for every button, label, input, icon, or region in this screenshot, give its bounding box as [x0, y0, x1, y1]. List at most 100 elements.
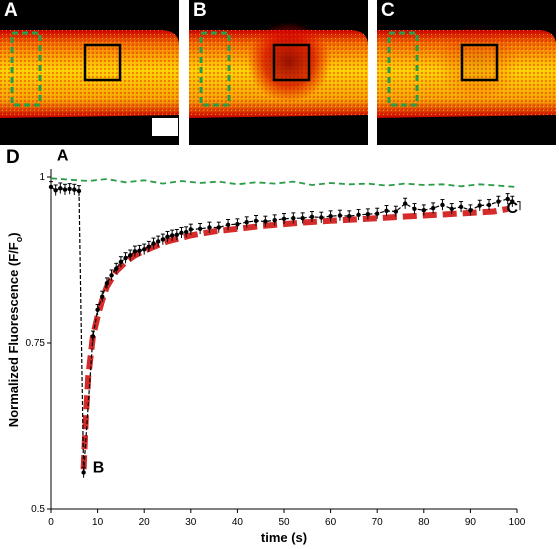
data-point [384, 208, 389, 214]
x-tick-label: 60 [325, 517, 337, 528]
data-point [510, 199, 515, 204]
x-tick-label: 100 [509, 517, 526, 528]
data-point [62, 187, 68, 192]
data-point [421, 208, 426, 213]
data-point [468, 208, 473, 213]
data-point [440, 202, 445, 208]
data-point [365, 211, 371, 217]
panel-a-image [0, 30, 179, 118]
data-point [169, 233, 175, 238]
x-tick-label: 70 [372, 517, 384, 528]
bleach-roi [272, 43, 311, 82]
data-point [146, 244, 152, 249]
data-point [104, 281, 110, 286]
data-point [291, 215, 296, 221]
data-point [328, 213, 333, 219]
data-point [309, 214, 315, 220]
panel-b: B [189, 0, 368, 145]
data-point [477, 203, 482, 208]
data-point [430, 206, 436, 211]
data-point [128, 253, 133, 258]
data-point [225, 222, 231, 228]
data-point [393, 209, 399, 214]
x-tick-label: 50 [278, 517, 290, 528]
y-tick-label: 0.5 [31, 504, 45, 515]
data-point [81, 470, 86, 475]
data-point [263, 219, 268, 224]
data-point [123, 255, 128, 261]
y-tick-label: 0.75 [26, 338, 46, 349]
series-data-line [50, 186, 513, 473]
bleached-region [435, 22, 519, 102]
data-point [337, 213, 343, 218]
scale-bar [152, 118, 178, 136]
panel-b-label: B [193, 0, 207, 21]
data-point [137, 248, 142, 253]
cell-texture [0, 30, 179, 118]
data-point [165, 234, 170, 239]
data-point [319, 215, 324, 220]
data-point [183, 229, 189, 235]
data-point [197, 226, 203, 231]
data-point [449, 206, 454, 212]
x-axis-label: time (s) [261, 530, 307, 545]
series-fit-line [80, 205, 509, 470]
panel-d-label: D [6, 147, 20, 168]
data-point [458, 204, 464, 210]
data-point [412, 206, 417, 212]
panel-b-image [189, 22, 368, 118]
data-point [244, 219, 249, 225]
data-point [155, 239, 161, 244]
data-point [356, 212, 361, 218]
x-tick-label: 80 [418, 517, 430, 528]
panel-c-label: C [381, 0, 395, 21]
data-point [90, 334, 96, 339]
data-point [95, 307, 100, 312]
data-point [216, 225, 221, 230]
data-point [272, 217, 277, 223]
x-tick-label: 20 [139, 517, 151, 528]
bleach-roi [460, 43, 499, 82]
data-point [496, 199, 501, 204]
x-tick-label: 90 [465, 517, 477, 528]
data-point [58, 186, 63, 191]
panel-c: C [377, 0, 556, 145]
data-point [505, 196, 510, 202]
data-point [53, 188, 58, 193]
x-tick-label: 0 [48, 517, 54, 528]
data-point [179, 230, 184, 235]
data-point [253, 218, 259, 224]
panel-a: A [0, 0, 179, 145]
y-tick-label: 1 [39, 172, 45, 183]
data-point [118, 259, 124, 265]
x-tick-label: 30 [185, 517, 197, 528]
panel-c-image [377, 22, 556, 118]
data-point [235, 221, 240, 227]
data-point [300, 215, 305, 221]
annotation-c: C [507, 200, 519, 217]
data-point [100, 294, 105, 299]
x-tick-label: 10 [92, 517, 104, 528]
data-point [207, 225, 212, 230]
data-point [281, 216, 287, 222]
bleached-region [247, 22, 331, 102]
data-point [375, 211, 380, 216]
reference-roi [387, 31, 419, 107]
annotation-b: B [93, 459, 105, 476]
data-point [151, 241, 156, 246]
frap-chart: 0 10 20 30 40 50 60 70 80 90 100 0.5 0.75 1 time (s) A B… [26, 147, 526, 545]
data-point [109, 273, 114, 278]
data-point [486, 202, 492, 208]
data-point [174, 232, 180, 237]
data-point [132, 249, 138, 254]
data-point [188, 227, 193, 232]
data-point [160, 237, 166, 242]
data-point [67, 186, 72, 192]
data-point [114, 266, 119, 271]
data-point [76, 188, 82, 194]
data-point [142, 247, 147, 252]
data-point [72, 187, 77, 192]
series-reference-line [50, 177, 518, 188]
data-point [347, 213, 352, 219]
reference-roi [10, 31, 42, 107]
